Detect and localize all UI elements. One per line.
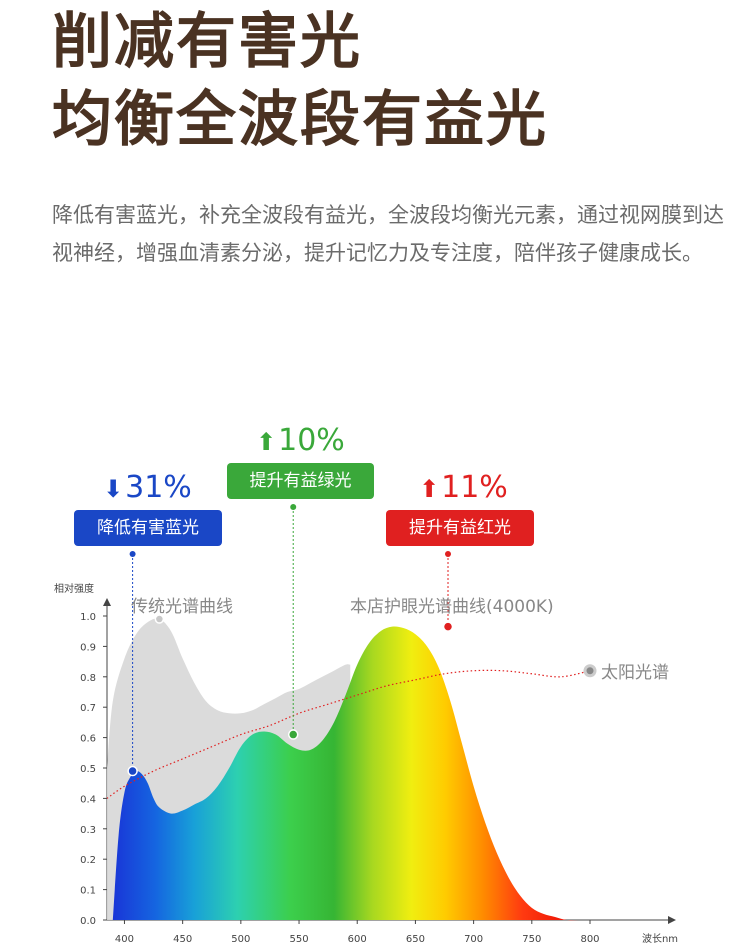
headline-line-1: 削减有害光	[52, 7, 362, 77]
y-tick-label: 0.5	[80, 764, 96, 775]
y-tick-label: 0.8	[80, 673, 96, 684]
blue-leader-dot	[129, 551, 136, 557]
green-increase-value: ⬆10%	[256, 426, 345, 456]
sun-spectrum-end-marker	[583, 664, 597, 678]
y-tick-label: 0.2	[80, 855, 96, 866]
x-axis-arrow	[668, 916, 676, 924]
red-increase-value: ⬆11%	[419, 473, 508, 503]
y-axis-title: 相对强度	[54, 582, 94, 595]
x-tick-label: 400	[115, 934, 134, 945]
x-tick-label: 750	[522, 934, 541, 945]
blue-point-marker	[127, 765, 138, 777]
arrow-up-icon: ⬆	[419, 475, 440, 503]
x-tick-label: 550	[289, 934, 308, 945]
headline-line-2: 均衡全波段有益光	[52, 85, 548, 155]
description-text: 降低有害蓝光，补充全波段有益光，全波段均衡光元素，通过视网膜到达视神经，增强血清…	[52, 203, 724, 265]
sun-spectrum-line	[106, 669, 591, 799]
red-point-marker	[442, 621, 454, 632]
green-increase-number: 10%	[278, 423, 345, 458]
blue-reduction-number: 31%	[125, 470, 192, 505]
red-leader-dot	[445, 551, 452, 557]
x-tick-label: 450	[173, 934, 192, 945]
y-tick-label: 0.6	[80, 734, 96, 745]
blue-reduction-value: ⬇31%	[103, 473, 192, 503]
x-tick-label: 700	[464, 934, 483, 945]
y-tick-label: 0.3	[80, 825, 96, 836]
green-point-marker	[287, 729, 299, 740]
y-axis-arrow	[103, 598, 111, 606]
arrow-down-icon: ⬇	[103, 475, 124, 503]
x-tick-label: 650	[406, 934, 425, 945]
red-increase-number: 11%	[441, 470, 508, 505]
arrow-up-icon: ⬆	[256, 428, 277, 456]
y-tick-label: 0.1	[80, 886, 96, 897]
x-tick-label: 600	[348, 934, 367, 945]
y-tick-label: 0.0	[80, 916, 96, 927]
traditional-peak-marker	[154, 614, 165, 624]
green-light-tag: 提升有益绿光	[227, 463, 374, 499]
x-tick-label: 500	[231, 934, 250, 945]
x-axis-title: 波长nm	[642, 932, 678, 945]
y-tick-label: 1.0	[80, 612, 96, 623]
x-tick-label: 800	[580, 934, 599, 945]
red-light-tag: 提升有益红光	[386, 510, 534, 546]
traditional-curve-label: 传统光谱曲线	[131, 597, 233, 617]
y-tick-label: 0.9	[80, 642, 96, 653]
y-tick-label: 0.7	[80, 703, 96, 714]
green-leader-dot	[290, 504, 297, 510]
store-curve-label: 本店护眼光谱曲线(4000K)	[350, 597, 554, 617]
store-spectrum-area	[112, 626, 590, 921]
sun-curve-label: 太阳光谱	[601, 663, 669, 683]
blue-light-tag: 降低有害蓝光	[74, 510, 222, 546]
y-tick-label: 0.4	[80, 794, 96, 805]
